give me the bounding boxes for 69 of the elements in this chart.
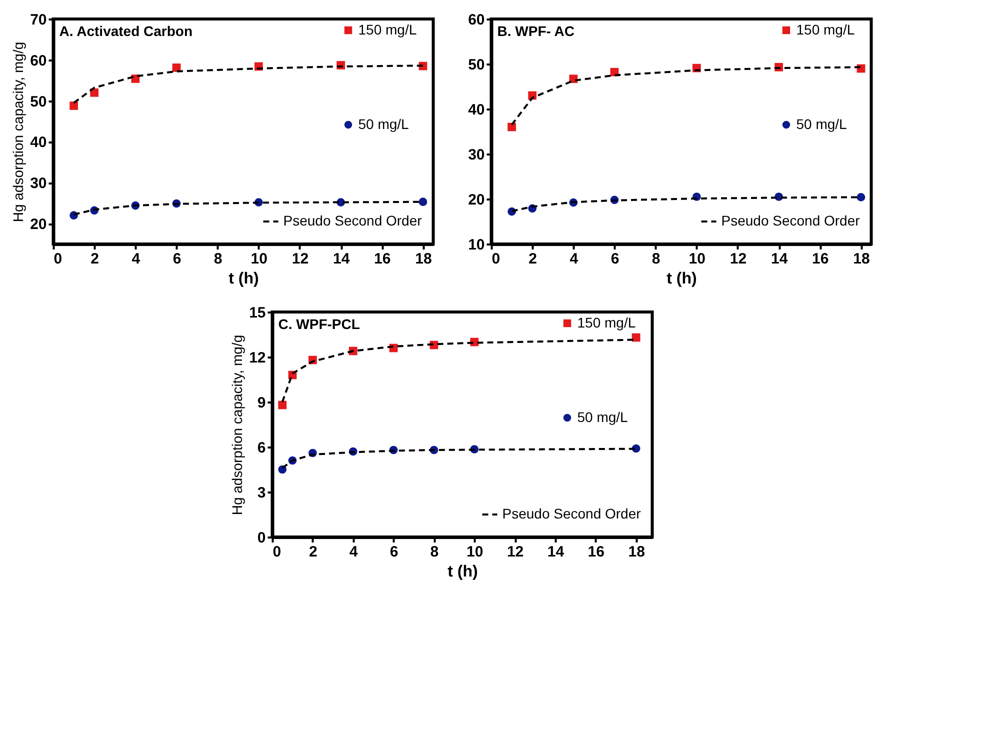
y-tick-label: 60 xyxy=(30,52,47,70)
y-tick-label: 10 xyxy=(468,236,485,254)
y-tick-label: 0 xyxy=(257,530,266,546)
x-tick-label: 16 xyxy=(812,250,829,268)
x-tick-label: 14 xyxy=(547,544,565,560)
x-tick-label: 12 xyxy=(730,250,747,268)
y-tick-label: 20 xyxy=(468,192,485,208)
point xyxy=(508,122,516,132)
point xyxy=(278,400,287,410)
legend-label: 50 mg/L xyxy=(577,408,628,425)
x-tick-label: 18 xyxy=(628,544,645,560)
x-tick-label: 8 xyxy=(652,250,660,268)
x-axis-title: t (h) xyxy=(448,564,478,580)
x-tick-label: 2 xyxy=(528,250,538,268)
legend-label: 150 mg/L xyxy=(358,21,417,38)
x-tick-label: 18 xyxy=(853,250,870,268)
x-tick-label: 14 xyxy=(770,250,788,268)
y-tick-label: 6 xyxy=(257,440,266,456)
y-tick-label: 70 xyxy=(30,12,47,28)
y-tick-label: 3 xyxy=(257,484,266,502)
x-tick-label: 4 xyxy=(570,250,579,268)
x-axis-title: t (h) xyxy=(666,270,697,288)
y-tick-label: 15 xyxy=(249,304,266,322)
chart-title: A. Activated Carbon xyxy=(59,23,193,39)
x-tick-label: 16 xyxy=(588,544,604,560)
legend-label: Pseudo Second Order xyxy=(283,212,422,228)
y-tick-label: 30 xyxy=(30,175,47,192)
x-tick-label: 12 xyxy=(292,250,309,268)
x-tick-label: 0 xyxy=(54,250,62,268)
legend-label: 150 mg/L xyxy=(796,21,855,38)
y-tick-label: 40 xyxy=(30,134,47,152)
x-tick-label: 8 xyxy=(214,250,222,268)
x-tick-label: 10 xyxy=(688,250,706,268)
x-tick-label: 2 xyxy=(90,250,100,268)
point xyxy=(70,102,78,110)
y-tick-label: 12 xyxy=(249,350,266,366)
legend-label: Pseudo Second Order xyxy=(502,506,642,522)
x-tick-label: 12 xyxy=(506,544,524,560)
x-tick-label: 0 xyxy=(492,250,500,268)
x-axis-title: t (h) xyxy=(228,270,259,288)
x-tick-label: 6 xyxy=(610,250,620,268)
y-tick-label: 50 xyxy=(30,93,47,110)
legend-label: 50 mg/L xyxy=(358,116,410,132)
x-tick-label: 4 xyxy=(349,544,358,560)
y-axis-title: Hg adsorption capacity, mg/g xyxy=(10,42,26,222)
y-tick-label: 50 xyxy=(468,56,485,74)
legend-label: 50 mg/L xyxy=(796,116,848,132)
point xyxy=(632,333,640,342)
legend-label: 150 mg/L xyxy=(577,314,636,330)
x-tick-label: 8 xyxy=(430,544,439,560)
y-tick-label: 40 xyxy=(468,102,485,118)
x-tick-label: 6 xyxy=(390,544,398,560)
legend-label: Pseudo Second Order xyxy=(721,212,860,228)
point xyxy=(856,193,866,202)
x-tick-label: 0 xyxy=(272,544,282,560)
y-axis-title: Hg adsorption capacity, mg/g xyxy=(229,334,246,516)
chart-title: C. WPF-PCL xyxy=(278,316,360,332)
y-tick-label: 9 xyxy=(257,394,266,412)
point xyxy=(418,198,428,206)
y-tick-label: 60 xyxy=(468,12,485,28)
x-tick-label: 16 xyxy=(374,250,391,268)
x-tick-label: 6 xyxy=(172,250,182,268)
x-tick-label: 14 xyxy=(332,250,350,268)
y-tick-label: 20 xyxy=(30,216,47,234)
x-tick-label: 18 xyxy=(415,250,432,268)
chart-title: B. WPF- AC xyxy=(497,23,574,39)
x-tick-label: 2 xyxy=(309,544,318,560)
y-tick-label: 30 xyxy=(468,146,485,164)
x-tick-label: 4 xyxy=(132,250,141,268)
